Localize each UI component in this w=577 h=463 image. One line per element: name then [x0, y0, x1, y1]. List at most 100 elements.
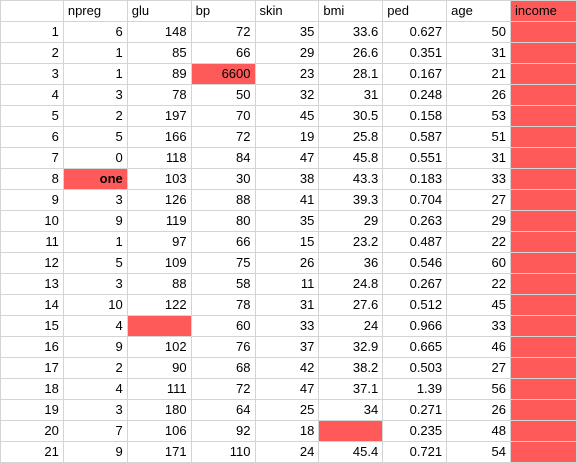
cell-ped[interactable]: 0.587	[382, 126, 448, 148]
cell-income[interactable]	[510, 168, 577, 190]
cell-age[interactable]: 26	[446, 84, 511, 106]
cell-skin[interactable]: 35	[254, 210, 320, 232]
cell-age[interactable]: 51	[446, 126, 511, 148]
cell-npreg[interactable]: 0	[62, 147, 128, 169]
header-cell-bmi[interactable]: bmi	[318, 0, 384, 22]
cell-ped[interactable]: 0.183	[382, 168, 448, 190]
cell-bp[interactable]: 78	[190, 294, 256, 316]
cell-bmi[interactable]: 36	[318, 252, 384, 274]
cell-glu[interactable]: 166	[126, 126, 192, 148]
cell-glu[interactable]: 90	[126, 357, 192, 379]
cell-ped[interactable]: 0.158	[382, 105, 448, 127]
cell-npreg[interactable]: 1	[62, 63, 128, 85]
row-index-cell[interactable]: 16	[0, 336, 64, 358]
cell-age[interactable]: 60	[446, 252, 511, 274]
cell-glu[interactable]: 97	[126, 231, 192, 253]
row-index-cell[interactable]: 5	[0, 105, 64, 127]
header-cell-npreg[interactable]: npreg	[62, 0, 128, 22]
row-index-cell[interactable]: 19	[0, 399, 64, 421]
cell-npreg[interactable]: 3	[62, 273, 128, 295]
cell-glu[interactable]: 103	[126, 168, 192, 190]
cell-bp[interactable]: 60	[190, 315, 256, 337]
cell-glu[interactable]: 126	[126, 189, 192, 211]
cell-age[interactable]: 45	[446, 294, 511, 316]
cell-bmi[interactable]: 30.5	[318, 105, 384, 127]
cell-skin[interactable]: 23	[254, 63, 320, 85]
cell-skin[interactable]: 31	[254, 294, 320, 316]
cell-ped[interactable]: 0.267	[382, 273, 448, 295]
cell-bp[interactable]: 92	[190, 420, 256, 442]
cell-income[interactable]	[510, 315, 577, 337]
cell-bmi[interactable]: 23.2	[318, 231, 384, 253]
cell-bp[interactable]: 110	[190, 441, 256, 463]
cell-skin[interactable]: 37	[254, 336, 320, 358]
cell-npreg[interactable]: 10	[62, 294, 128, 316]
row-index-cell[interactable]: 7	[0, 147, 64, 169]
cell-bmi[interactable]: 26.6	[318, 42, 384, 64]
cell-bmi[interactable]	[318, 420, 384, 442]
cell-age[interactable]: 48	[446, 420, 511, 442]
cell-ped[interactable]: 0.503	[382, 357, 448, 379]
header-cell-age[interactable]: age	[446, 0, 511, 22]
cell-npreg[interactable]: 7	[62, 420, 128, 442]
cell-npreg[interactable]: 3	[62, 84, 128, 106]
cell-ped[interactable]: 0.351	[382, 42, 448, 64]
cell-income[interactable]	[510, 441, 577, 463]
cell-bmi[interactable]: 39.3	[318, 189, 384, 211]
cell-glu[interactable]: 78	[126, 84, 192, 106]
header-cell-bp[interactable]: bp	[190, 0, 256, 22]
corner-cell[interactable]	[0, 0, 64, 22]
cell-ped[interactable]: 1.39	[382, 378, 448, 400]
cell-glu[interactable]: 118	[126, 147, 192, 169]
row-index-cell[interactable]: 15	[0, 315, 64, 337]
cell-skin[interactable]: 11	[254, 273, 320, 295]
cell-bmi[interactable]: 27.6	[318, 294, 384, 316]
cell-ped[interactable]: 0.487	[382, 231, 448, 253]
cell-bmi[interactable]: 25.8	[318, 126, 384, 148]
cell-glu[interactable]: 197	[126, 105, 192, 127]
cell-age[interactable]: 27	[446, 357, 511, 379]
cell-income[interactable]	[510, 105, 577, 127]
cell-glu[interactable]: 171	[126, 441, 192, 463]
cell-income[interactable]	[510, 336, 577, 358]
cell-skin[interactable]: 15	[254, 231, 320, 253]
header-cell-ped[interactable]: ped	[382, 0, 448, 22]
cell-ped[interactable]: 0.665	[382, 336, 448, 358]
cell-glu[interactable]: 111	[126, 378, 192, 400]
row-index-cell[interactable]: 14	[0, 294, 64, 316]
cell-npreg[interactable]: 2	[62, 357, 128, 379]
cell-bmi[interactable]: 24	[318, 315, 384, 337]
cell-bmi[interactable]: 45.4	[318, 441, 384, 463]
cell-bmi[interactable]: 38.2	[318, 357, 384, 379]
row-index-cell[interactable]: 21	[0, 441, 64, 463]
cell-age[interactable]: 33	[446, 315, 511, 337]
cell-income[interactable]	[510, 294, 577, 316]
cell-age[interactable]: 21	[446, 63, 511, 85]
row-index-cell[interactable]: 12	[0, 252, 64, 274]
cell-bmi[interactable]: 33.6	[318, 21, 384, 43]
cell-skin[interactable]: 29	[254, 42, 320, 64]
cell-bp[interactable]: 84	[190, 147, 256, 169]
cell-glu[interactable]: 102	[126, 336, 192, 358]
cell-npreg[interactable]: 3	[62, 189, 128, 211]
cell-glu[interactable]: 88	[126, 273, 192, 295]
cell-npreg[interactable]: 1	[62, 231, 128, 253]
row-index-cell[interactable]: 10	[0, 210, 64, 232]
cell-income[interactable]	[510, 252, 577, 274]
row-index-cell[interactable]: 18	[0, 378, 64, 400]
row-index-cell[interactable]: 20	[0, 420, 64, 442]
cell-age[interactable]: 50	[446, 21, 511, 43]
cell-glu[interactable]: 180	[126, 399, 192, 421]
cell-glu[interactable]: 85	[126, 42, 192, 64]
cell-bmi[interactable]: 43.3	[318, 168, 384, 190]
cell-glu[interactable]: 109	[126, 252, 192, 274]
cell-skin[interactable]: 25	[254, 399, 320, 421]
cell-age[interactable]: 56	[446, 378, 511, 400]
cell-skin[interactable]: 33	[254, 315, 320, 337]
cell-ped[interactable]: 0.546	[382, 252, 448, 274]
cell-glu[interactable]	[126, 315, 192, 337]
cell-glu[interactable]: 119	[126, 210, 192, 232]
cell-age[interactable]: 26	[446, 399, 511, 421]
cell-income[interactable]	[510, 399, 577, 421]
cell-ped[interactable]: 0.966	[382, 315, 448, 337]
